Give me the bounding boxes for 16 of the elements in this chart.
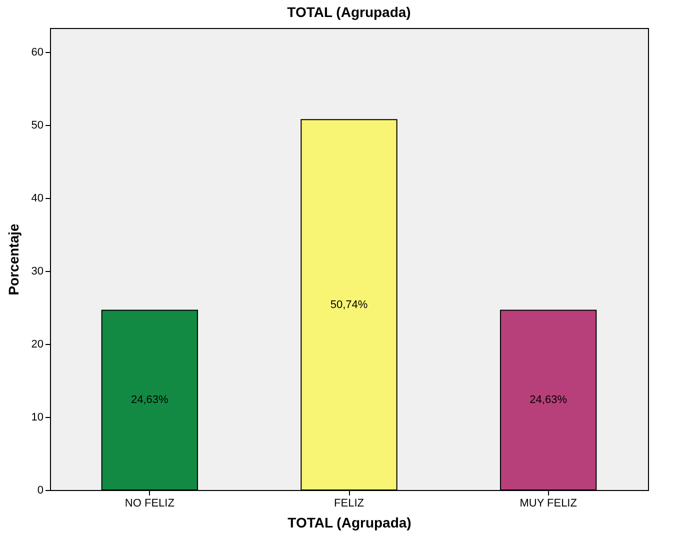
data-label: 24,63% (530, 394, 568, 406)
x-axis-title: TOTAL (Agrupada) (288, 514, 412, 530)
data-label: 24,63% (131, 394, 169, 406)
y-tick-label: 20 (31, 338, 44, 351)
y-tick-label: 50 (31, 120, 44, 132)
y-tick-label: 30 (31, 266, 44, 278)
x-tick-label: FELIZ (334, 498, 364, 510)
y-tick-label: 0 (37, 484, 44, 496)
chart-title: TOTAL (Agrupada) (287, 4, 411, 20)
y-axis-title: Porcentaje (5, 223, 22, 296)
y-tick-label: 60 (31, 46, 44, 59)
x-tick-label: NO FELIZ (124, 498, 175, 510)
x-tick-label: MUY FELIZ (520, 498, 578, 510)
data-label: 50,74% (330, 298, 368, 311)
y-tick-label: 10 (31, 412, 44, 424)
y-tick-label: 40 (31, 192, 44, 205)
